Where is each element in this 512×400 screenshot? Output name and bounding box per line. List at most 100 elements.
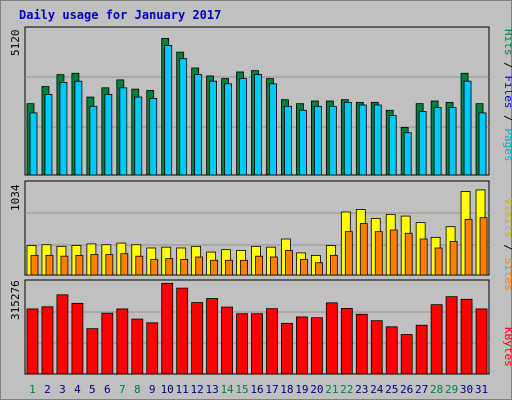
- bar-files: [89, 105, 98, 176]
- bar-kbytes: [86, 328, 99, 375]
- x-tick-label: 5: [89, 383, 96, 396]
- bar-sites: [434, 247, 443, 276]
- bar-files: [343, 101, 352, 176]
- x-tick-label: 28: [430, 383, 443, 396]
- bar-kbytes: [325, 302, 338, 375]
- bar-kbytes: [161, 282, 174, 375]
- bar-files: [254, 74, 262, 176]
- bar-sites: [374, 231, 383, 276]
- bar-kbytes: [281, 322, 293, 375]
- bar-sites: [329, 254, 338, 276]
- bar-files: [164, 45, 173, 176]
- bar-kbytes: [146, 322, 159, 375]
- bar-files: [358, 104, 367, 176]
- bar-kbytes: [176, 287, 189, 375]
- bar-sites: [105, 254, 114, 276]
- bar-sites: [30, 254, 39, 276]
- bar-sites: [60, 255, 69, 276]
- bar-sites: [180, 259, 189, 276]
- bar-sites: [300, 259, 308, 276]
- panel-visits-sites: [24, 180, 490, 276]
- x-tick-label: 25: [385, 383, 398, 396]
- bar-files: [134, 96, 143, 176]
- bar-files: [328, 105, 337, 176]
- bar-kbytes: [41, 306, 54, 375]
- bar-files: [74, 80, 83, 176]
- y-tick-kbytes: 315276: [9, 280, 22, 320]
- bar-sites: [45, 254, 54, 276]
- bar-kbytes: [310, 317, 323, 375]
- x-tick-label: 27: [415, 383, 428, 396]
- x-tick-label: 21: [325, 383, 338, 396]
- bar-files: [29, 112, 38, 176]
- legend-files: Files: [502, 75, 512, 108]
- x-tick-label: 17: [265, 383, 278, 396]
- bar-files: [119, 87, 128, 176]
- bar-kbytes: [460, 298, 473, 375]
- legend-top: Hits / Files / Pages: [502, 29, 512, 162]
- legend-hits: Hits: [502, 29, 512, 56]
- chart-title: Daily usage for January 2017: [19, 8, 221, 22]
- bar-kbytes: [430, 304, 443, 375]
- x-tick-label: 13: [205, 383, 218, 396]
- bar-sites: [404, 232, 413, 276]
- legend-visits: Visits: [502, 198, 512, 238]
- x-tick-label: 18: [280, 383, 293, 396]
- bar-files: [44, 94, 53, 176]
- panel-kbytes: [24, 279, 490, 375]
- bar-files: [149, 97, 158, 176]
- bar-files: [104, 94, 113, 176]
- bar-sites: [449, 241, 458, 276]
- bar-sites: [255, 255, 263, 276]
- x-tick-label: 23: [355, 383, 368, 396]
- x-tick-label: 31: [475, 383, 488, 396]
- bar-kbytes: [101, 312, 114, 375]
- bar-sites: [270, 256, 278, 276]
- bar-kbytes: [415, 324, 428, 375]
- y-tick-hits: 5120: [9, 30, 22, 57]
- bar-files: [478, 112, 487, 176]
- bar-files: [224, 83, 232, 176]
- bar-kbytes: [236, 313, 248, 375]
- legend-kbytes: KBytes: [502, 327, 512, 367]
- bar-files: [448, 107, 457, 176]
- bar-sites: [240, 259, 248, 276]
- x-tick-label: 30: [460, 383, 473, 396]
- panel-hits-files-pages: [24, 26, 490, 176]
- bar-files: [194, 74, 203, 176]
- bar-files: [373, 104, 382, 176]
- x-tick-label: 12: [191, 383, 204, 396]
- bar-sites: [314, 262, 323, 276]
- bar-sites: [75, 254, 84, 276]
- x-tick-label: 29: [445, 383, 458, 396]
- bar-sites: [135, 255, 144, 276]
- bar-kbytes: [26, 308, 39, 375]
- bar-kbytes: [251, 313, 263, 375]
- x-tick-label: 3: [59, 383, 66, 396]
- x-tick-label: 8: [134, 383, 141, 396]
- bar-kbytes: [296, 316, 308, 375]
- bar-files: [433, 107, 442, 176]
- bar-kbytes: [131, 318, 144, 375]
- bar-kbytes: [221, 306, 233, 375]
- bar-sites: [195, 256, 204, 276]
- bar-sites: [150, 259, 159, 276]
- bar-kbytes: [71, 302, 84, 375]
- bar-sites: [210, 259, 219, 276]
- x-tick-label: 24: [370, 383, 384, 396]
- x-tick-label: 11: [176, 383, 189, 396]
- bar-kbytes: [266, 308, 278, 375]
- x-tick-label: 10: [161, 383, 174, 396]
- bar-sites: [464, 218, 473, 276]
- bar-kbytes: [355, 313, 368, 375]
- bar-kbytes: [206, 298, 219, 375]
- legend-bottom: KBytes: [502, 327, 512, 367]
- x-tick-label: 7: [119, 383, 126, 396]
- bar-files: [59, 82, 68, 176]
- bar-files: [299, 109, 307, 176]
- bar-kbytes: [445, 296, 458, 375]
- x-tick-label: 9: [149, 383, 156, 396]
- x-tick-label: 26: [400, 383, 413, 396]
- x-tick-label: 14: [220, 383, 234, 396]
- bar-files: [239, 78, 247, 176]
